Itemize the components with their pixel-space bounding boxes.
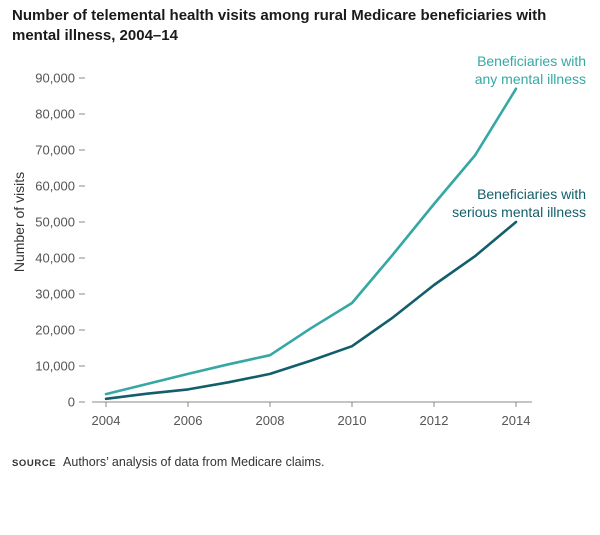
- x-tick-label: 2012: [420, 413, 449, 428]
- x-tick-label: 2014: [502, 413, 531, 428]
- y-tick-label: 60,000: [35, 179, 75, 194]
- series-label-any-mental-illness: Beneficiaries with any mental illness: [475, 53, 586, 87]
- x-tick-label: 2008: [256, 413, 285, 428]
- y-tick-label: 30,000: [35, 287, 75, 302]
- y-tick-label: 0: [68, 395, 75, 410]
- y-tick-label: 20,000: [35, 323, 75, 338]
- series-label-line: serious mental illness: [452, 204, 586, 220]
- series-layer: [104, 87, 518, 401]
- y-tick-label: 70,000: [35, 143, 75, 158]
- y-tick-label: 50,000: [35, 215, 75, 230]
- series-label-line: Beneficiaries with: [477, 186, 586, 202]
- y-tick-label: 40,000: [35, 251, 75, 266]
- line-chart: 0 10,000 20,000 30,000 40,000 50,000 60,000 70,…: [11, 53, 586, 428]
- y-tick-label: 90,000: [35, 71, 75, 86]
- series-label-serious-mental-illness: Beneficiaries with serious mental illness: [452, 186, 586, 220]
- source-text: Authors’ analysis of data from Medicare …: [63, 455, 325, 469]
- series-line-serious-mental-illness: [104, 220, 518, 401]
- x-tick-label: 2010: [338, 413, 367, 428]
- series-labels: Beneficiaries with any mental illnessBene…: [452, 53, 586, 220]
- source-note: SOURCE Authors’ analysis of data from Me…: [12, 455, 325, 469]
- axes: 0 10,000 20,000 30,000 40,000 50,000 60,000 70,…: [35, 71, 532, 428]
- source-tag: SOURCE: [12, 458, 57, 469]
- series-label-line: Beneficiaries with: [477, 53, 586, 69]
- y-axis-label: Number of visits: [11, 172, 27, 272]
- x-tick-label: 2006: [174, 413, 203, 428]
- y-tick-label: 10,000: [35, 359, 75, 374]
- y-tick-label: 80,000: [35, 107, 75, 122]
- x-tick-label: 2004: [92, 413, 121, 428]
- series-line-any-mental-illness: [104, 87, 518, 396]
- series-label-line: any mental illness: [475, 71, 586, 87]
- chart-title: Number of telemental health visits among…: [12, 7, 547, 44]
